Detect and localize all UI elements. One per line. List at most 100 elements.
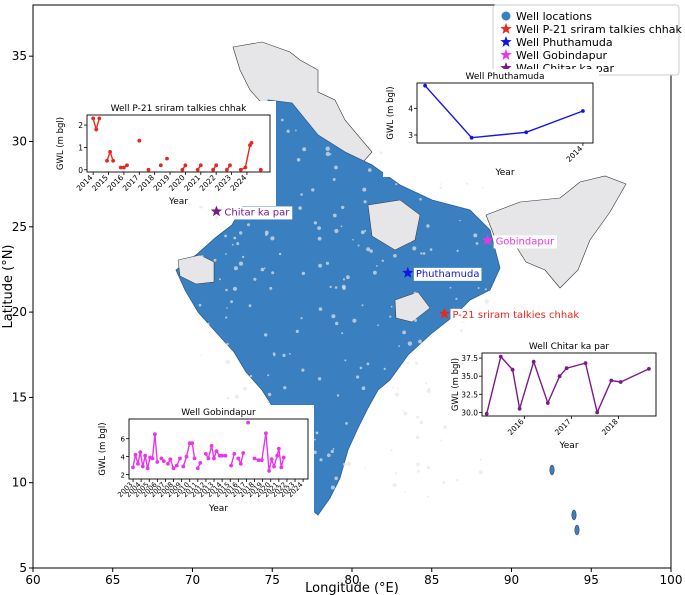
inset-data-point	[190, 441, 195, 446]
inset-data-point	[276, 446, 281, 451]
inset-data-point	[125, 163, 129, 168]
well-gap-speck	[241, 255, 245, 259]
well-gap-speck	[315, 431, 319, 435]
well-gap-speck	[364, 466, 367, 469]
inset-title: Well Gobindapur	[181, 408, 256, 418]
inset-data-point	[229, 463, 234, 468]
inset-title: Well Phuthamuda	[465, 72, 544, 82]
inset-data-point	[118, 165, 123, 170]
well-gap-speck	[478, 470, 483, 475]
main-y-ticks: 5 10 15 20 25 30 35	[12, 49, 33, 575]
well-gap-speck	[330, 449, 334, 454]
inset-data-point	[192, 456, 197, 461]
well-gap-speck	[205, 241, 209, 245]
inset-data-point	[206, 456, 211, 461]
well-gap-speck	[377, 324, 379, 327]
well-gap-speck	[396, 387, 399, 390]
well-gap-speck	[346, 275, 350, 280]
well-gap-speck	[366, 247, 371, 252]
well-gap-speck	[332, 213, 337, 218]
inset-frame	[416, 82, 594, 144]
well-gap-speck	[227, 396, 230, 400]
well-gap-speck	[411, 219, 416, 224]
well-gap-speck	[455, 297, 458, 300]
well-gap-speck	[327, 453, 331, 458]
well-gap-speck	[395, 183, 398, 186]
well-gap-speck	[364, 229, 367, 232]
highlighted-well-labels: Chitar ka par Gobindapur Phuthamuda P-21 sr…	[222, 206, 582, 322]
well-gap-speck	[332, 178, 336, 181]
inset-data-point	[133, 452, 138, 457]
main-y-tick-label: 10	[12, 476, 27, 490]
well-gap-speck	[225, 316, 228, 319]
well-gap-speck	[406, 361, 410, 365]
well-gap-speck	[225, 359, 230, 365]
well-gap-speck	[218, 278, 221, 281]
inset-y-axis-label: GWL (m bgl)	[56, 117, 66, 170]
well-gap-speck	[475, 242, 479, 245]
well-gap-speck	[239, 231, 243, 235]
inset-data-point	[228, 163, 232, 168]
well-gap-speck	[479, 458, 482, 461]
inset-data-point	[204, 452, 208, 456]
well-gap-speck	[234, 394, 239, 399]
inset-y-tick-label: 35.0	[461, 372, 478, 381]
well-gap-speck	[407, 341, 413, 346]
inset-y-tick-label: 6	[121, 436, 126, 444]
well-gap-speck	[346, 461, 352, 466]
inset-data-point	[238, 461, 243, 466]
well-gap-speck	[419, 198, 422, 201]
inset-y-tick-label: 32.5	[461, 390, 478, 399]
inset-data-point	[198, 163, 203, 168]
himalaya-north-region	[232, 41, 373, 171]
well-gap-speck	[233, 266, 238, 271]
well-gap-speck	[419, 420, 424, 425]
well-gap-speck	[200, 354, 203, 357]
inset-y-tick-label: 37.5	[461, 354, 478, 363]
inset-y-tick-label: 0	[78, 166, 83, 175]
well-gap-speck	[341, 205, 345, 210]
well-gap-speck	[395, 472, 398, 475]
inset-title: Well P-21 sriram talkies chhak	[111, 104, 248, 114]
highlighted-well-label-bg	[413, 267, 482, 281]
inset-data-point	[524, 130, 529, 135]
inset-data-point	[153, 432, 157, 437]
main-y-tick-label: 15	[12, 390, 27, 404]
inset-data-point	[184, 454, 189, 459]
well-gap-speck	[426, 224, 430, 228]
main-x-tick-label: 65	[105, 573, 120, 587]
highlighted-wells	[210, 205, 494, 319]
well-gap-speck	[332, 448, 335, 450]
inset-data-point	[249, 141, 254, 145]
inset-data-point	[618, 380, 623, 384]
well-gap-speck	[318, 263, 322, 268]
inset-data-point	[279, 465, 284, 470]
inset-data-point	[131, 465, 135, 470]
well-gap-speck	[334, 286, 338, 289]
well-gap-speck	[484, 219, 487, 222]
main-x-tick-label: 70	[185, 573, 200, 587]
well-gap-speck	[329, 285, 332, 289]
well-gap-speck	[317, 377, 322, 381]
highlighted-well-label: Phuthamuda	[416, 269, 480, 280]
main-x-tick-label: 80	[344, 573, 359, 587]
highlighted-well-star	[481, 234, 494, 246]
inset-x-axis-label: Year	[558, 441, 578, 451]
inset-data-point	[510, 367, 515, 372]
well-gap-speck	[317, 226, 321, 231]
well-gap-speck	[266, 400, 269, 403]
well-gap-speck	[344, 359, 347, 362]
inset-data-point	[97, 116, 102, 121]
highlighted-well-label: P-21 sriram talkies chhak	[453, 310, 580, 321]
inset-data-point	[137, 138, 142, 143]
inset-data-point	[212, 456, 216, 461]
well-gap-speck	[200, 255, 204, 259]
highlighted-well-star	[438, 307, 451, 319]
well-gap-speck	[325, 151, 331, 157]
inset-data-point	[484, 411, 489, 416]
inset-data-point	[195, 466, 200, 471]
well-gap-speck	[422, 252, 426, 255]
inset-data-point	[209, 444, 214, 448]
